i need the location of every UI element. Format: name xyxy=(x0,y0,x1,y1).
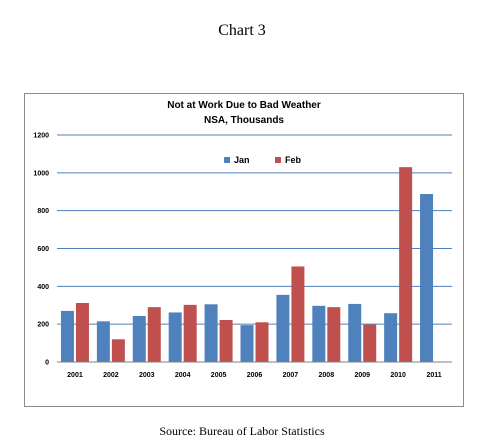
bar-jan-2008 xyxy=(312,305,326,362)
bar-jan-2006 xyxy=(240,325,254,362)
y-tick-label: 800 xyxy=(37,208,49,215)
bar-jan-2002 xyxy=(96,321,110,362)
bar-jan-2003 xyxy=(132,316,146,362)
bar-jan-2007 xyxy=(276,294,290,362)
x-tick-label: 2001 xyxy=(67,372,83,379)
x-tick-label: 2010 xyxy=(390,372,406,379)
y-tick-label: 1000 xyxy=(33,170,49,177)
y-tick-label: 400 xyxy=(37,284,49,291)
chart-subtitle: NSA, Thousands xyxy=(204,115,284,126)
bar-feb-2010 xyxy=(399,167,413,362)
chart-title: Not at Work Due to Bad Weather xyxy=(167,100,321,111)
legend-swatch-feb xyxy=(275,157,281,163)
x-tick-label: 2011 xyxy=(426,372,441,379)
legend: Jan Feb xyxy=(224,155,302,165)
legend-swatch-jan xyxy=(224,157,230,163)
bar-jan-2005 xyxy=(204,304,218,362)
bar-feb-2005 xyxy=(219,320,233,362)
page-heading: Chart 3 xyxy=(218,22,266,39)
x-tick-label: 2009 xyxy=(354,372,370,379)
bar-jan-2011 xyxy=(420,194,434,362)
y-tick-label: 200 xyxy=(37,322,49,329)
bar-feb-2004 xyxy=(183,304,197,362)
bar-jan-2009 xyxy=(348,303,362,362)
legend-label-feb: Feb xyxy=(285,155,302,165)
x-tick-label: 2003 xyxy=(139,372,155,379)
y-tick-label: 600 xyxy=(37,246,49,253)
gridlines xyxy=(57,134,452,325)
x-tick-label: 2002 xyxy=(103,372,119,379)
legend-label-jan: Jan xyxy=(234,155,250,165)
bar-feb-2002 xyxy=(111,339,125,362)
bar-jan-2001 xyxy=(60,310,74,362)
y-tick-label: 1200 xyxy=(33,133,49,140)
bar-feb-2001 xyxy=(75,302,89,362)
y-axis-ticks: 0 200 400 600 800 1000 1200 xyxy=(33,133,49,367)
x-tick-label: 2007 xyxy=(283,372,299,379)
bar-jan-2004 xyxy=(168,312,182,362)
bar-feb-2007 xyxy=(291,266,305,362)
bars xyxy=(60,167,434,362)
x-tick-label: 2004 xyxy=(175,372,191,379)
x-tick-label: 2005 xyxy=(211,372,227,379)
x-axis-ticks: 2001 2002 2003 2004 2005 2006 2007 2008 2009 2010… xyxy=(67,372,442,379)
bar-jan-2010 xyxy=(384,313,398,362)
bar-feb-2006 xyxy=(255,322,269,362)
source-note: Source: Bureau of Labor Statistics xyxy=(159,424,325,438)
x-tick-label: 2006 xyxy=(247,372,263,379)
y-tick-label: 0 xyxy=(45,360,49,367)
bar-feb-2003 xyxy=(147,307,161,362)
x-tick-label: 2008 xyxy=(319,372,335,379)
bar-feb-2009 xyxy=(363,324,377,362)
bar-feb-2008 xyxy=(327,307,341,362)
